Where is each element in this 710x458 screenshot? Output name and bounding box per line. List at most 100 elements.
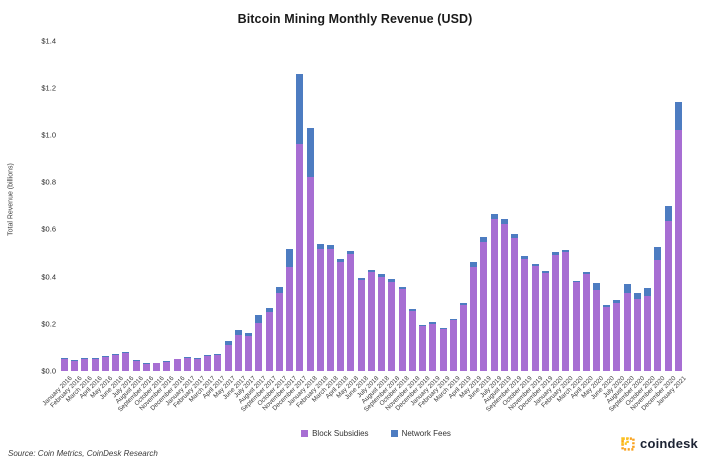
network-fees-segment (71, 360, 79, 361)
block-subsidies-segment (439, 329, 447, 371)
block-subsidies-segment (183, 358, 191, 371)
block-subsidies-segment (71, 360, 79, 371)
block-subsidies-segment (316, 248, 324, 371)
block-subsidies-segment (664, 221, 672, 371)
bar-march-2018 (326, 244, 334, 371)
chart-legend: Block Subsidies Network Fees (0, 429, 710, 438)
bar-october-2016 (153, 362, 161, 371)
block-subsidies-segment (153, 363, 161, 371)
block-subsidies-segment (296, 144, 304, 371)
network-fees-segment (664, 205, 672, 222)
block-subsidies-segment (654, 260, 662, 371)
block-subsidies-segment (603, 306, 611, 371)
block-subsidies-segment (480, 242, 488, 371)
bar-january-2019 (429, 322, 437, 371)
bar-february-2020 (562, 249, 570, 371)
bar-january-2020 (552, 252, 560, 371)
block-subsidies-segment (101, 356, 109, 371)
network-fees-segment (582, 272, 590, 275)
block-subsidies-segment (234, 334, 242, 371)
block-subsidies-segment (255, 322, 263, 371)
block-subsidies-segment (132, 360, 140, 371)
block-subsidies-segment (112, 354, 120, 371)
network-fees-segment (470, 262, 478, 268)
bar-october-2020 (644, 288, 652, 371)
bar-october-2018 (398, 286, 406, 371)
bar-january-2016 (61, 358, 68, 371)
network-fees-segment (183, 357, 191, 358)
block-subsidies-segment (357, 279, 365, 371)
bar-september-2020 (633, 293, 641, 371)
network-fees-segment (623, 284, 631, 293)
network-fees-segment (449, 318, 457, 321)
bar-august-2020 (623, 284, 631, 371)
network-fees-segment (408, 308, 416, 311)
block-subsidies-segment (449, 320, 457, 371)
network-fees-segment (224, 340, 232, 345)
y-tick-label: $1.0 (41, 130, 56, 140)
network-fees-segment (337, 258, 345, 263)
block-subsidies-segment (541, 272, 549, 371)
network-fees-swatch (390, 430, 398, 437)
block-subsidies-segment (398, 288, 406, 371)
block-subsidies-segment (347, 254, 355, 371)
block-subsidies-segment (511, 238, 519, 371)
network-fees-segment (541, 270, 549, 273)
block-subsidies-segment (531, 266, 539, 371)
block-subsidies-segment (521, 259, 529, 371)
block-subsidies-swatch (301, 430, 309, 437)
network-fees-segment (142, 363, 150, 364)
block-subsidies-segment (429, 324, 437, 371)
block-subsidies-segment (367, 272, 375, 371)
bar-may-2019 (470, 262, 478, 371)
network-fees-segment (429, 322, 437, 325)
network-fees-segment (603, 305, 611, 307)
block-subsidies-segment (306, 177, 314, 371)
legend-label-network-fees: Network Fees (401, 429, 451, 438)
network-fees-segment (193, 358, 201, 359)
bar-january-2017 (183, 357, 191, 371)
y-tick-label: $0.0 (41, 366, 56, 376)
network-fees-segment (234, 329, 242, 335)
network-fees-segment (286, 248, 294, 268)
bar-may-2020 (592, 283, 600, 371)
block-subsidies-segment (193, 358, 201, 371)
network-fees-segment (419, 324, 427, 327)
bar-march-2017 (204, 354, 212, 371)
block-subsidies-segment (378, 276, 386, 371)
bar-april-2017 (214, 353, 222, 371)
bar-april-2019 (459, 302, 467, 371)
bar-june-2019 (480, 237, 488, 371)
block-subsidies-segment (122, 353, 130, 371)
block-subsidies-segment (613, 302, 621, 371)
bar-may-2016 (101, 355, 109, 371)
block-subsidies-segment (275, 292, 283, 371)
block-subsidies-segment (674, 129, 682, 371)
block-subsidies-segment (326, 248, 334, 371)
coindesk-dashed-square-icon (621, 436, 635, 451)
block-subsidies-segment (286, 267, 294, 371)
bar-august-2019 (500, 219, 508, 371)
bar-july-2020 (613, 300, 621, 371)
bar-october-2019 (521, 256, 529, 371)
network-fees-segment (511, 233, 519, 239)
network-fees-segment (316, 243, 324, 249)
bar-december-2016 (173, 358, 181, 371)
block-subsidies-segment (490, 218, 498, 371)
bar-september-2019 (511, 233, 519, 371)
block-subsidies-segment (500, 223, 508, 371)
block-subsidies-segment (245, 335, 253, 371)
network-fees-segment (255, 314, 263, 323)
network-fees-segment (214, 353, 222, 355)
bar-february-2017 (193, 358, 201, 371)
bar-august-2018 (378, 274, 386, 371)
bar-january-2018 (306, 127, 314, 371)
network-fees-segment (326, 244, 334, 249)
network-fees-segment (531, 264, 539, 267)
bar-march-2020 (572, 280, 580, 371)
bar-august-2016 (132, 360, 140, 371)
bar-june-2018 (357, 277, 365, 371)
bar-september-2016 (142, 363, 150, 371)
block-subsidies-segment (592, 290, 600, 371)
network-fees-segment (552, 252, 560, 255)
